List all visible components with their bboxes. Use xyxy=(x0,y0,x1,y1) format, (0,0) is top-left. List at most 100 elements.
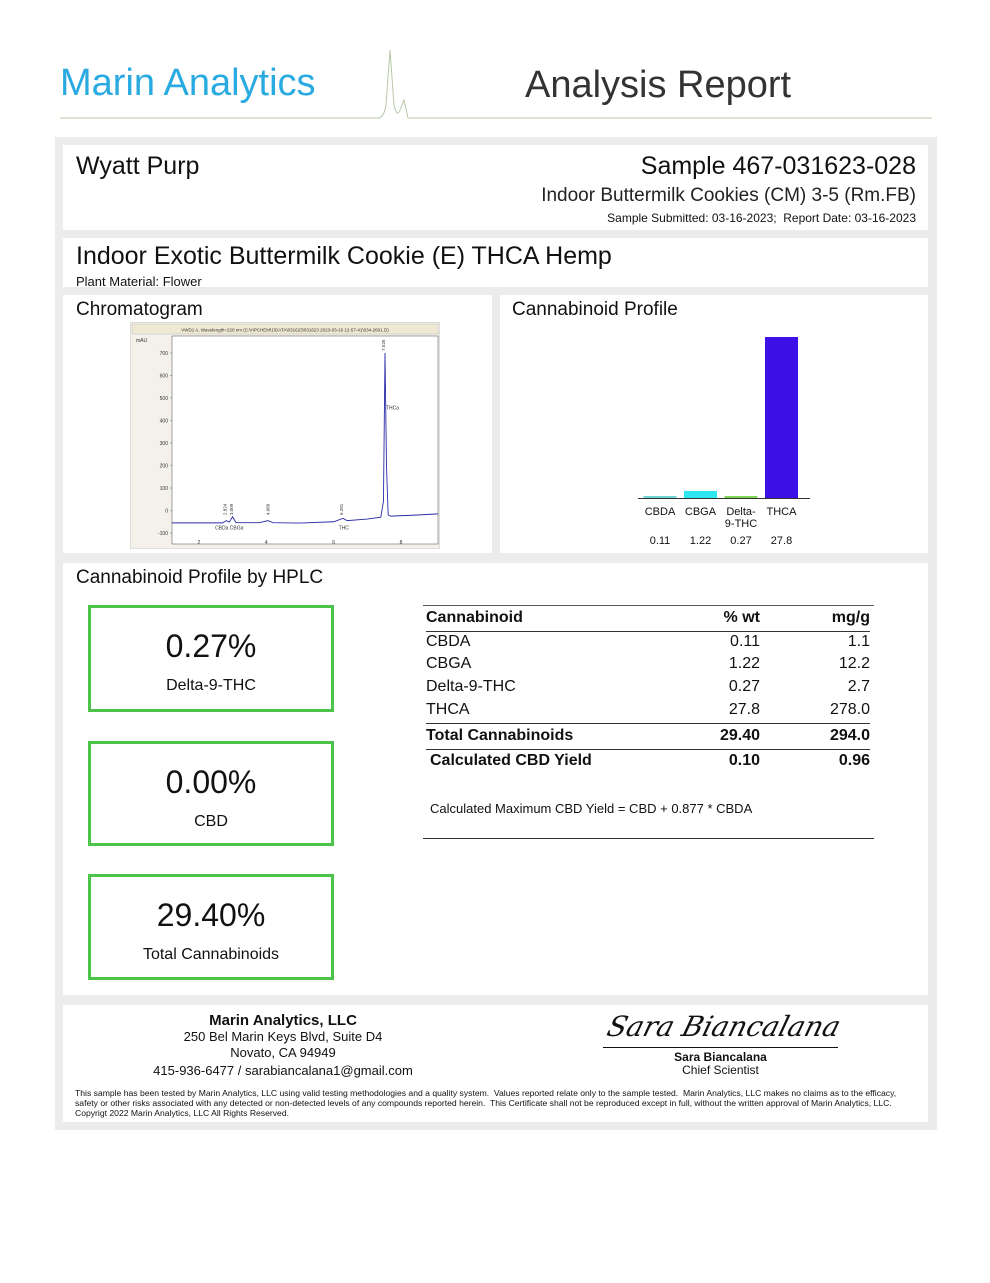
cell: 0.10 xyxy=(728,752,760,769)
table-bottom-rule xyxy=(423,838,874,839)
cell: 294.0 xyxy=(829,727,870,744)
chromatogram-chart: VWD1 A, Wavelength=220 nm (C:\HPCHEM\1\D… xyxy=(130,322,440,549)
header-peak-line xyxy=(60,49,932,119)
header-pct-wt: % wt xyxy=(723,609,760,626)
value-label: 1.22 xyxy=(690,535,711,547)
cell: 12.2 xyxy=(838,655,870,672)
y-tick-label: 600 xyxy=(160,374,169,380)
report-title: Analysis Report xyxy=(525,64,792,106)
plot-area xyxy=(171,335,439,545)
peak-rt-label: 3.009 xyxy=(229,503,234,515)
address-line-1: 250 Bel Marin Keys Blvd, Suite D4 xyxy=(183,1029,383,1044)
sample-dates: Sample Submitted: 03-16-2023; Report Dat… xyxy=(607,211,916,225)
hplc-section: Cannabinoid Profile by HPLC xyxy=(63,563,928,995)
x-tick-label: 8 xyxy=(400,540,403,546)
y-tick-label: 100 xyxy=(160,486,169,492)
signature-line xyxy=(603,1047,838,1048)
cannabinoid-profile-section: Cannabinoid Profile xyxy=(500,295,928,553)
bar-cbda xyxy=(643,496,677,498)
card-value: 0.27% xyxy=(165,628,257,664)
card-label: CBD xyxy=(194,813,228,830)
table-header: Cannabinoid % wt mg/g xyxy=(426,609,870,632)
contact-info: 415-936-6477 / sarabiancalana1@gmail.com xyxy=(153,1063,413,1078)
cell: Total Cannabinoids xyxy=(426,727,574,744)
value-label: 0.11 xyxy=(650,535,671,547)
bar-thca xyxy=(765,337,798,498)
y-tick-label: 400 xyxy=(160,419,169,425)
cell: THCA xyxy=(426,701,470,718)
cell: 1.22 xyxy=(728,655,760,672)
bar-cbga xyxy=(684,490,717,498)
y-tick-label: 700 xyxy=(160,351,169,357)
cell: 27.8 xyxy=(728,701,760,718)
category-label: Delta- xyxy=(726,506,756,518)
footer-section: Marin Analytics, LLC 250 Bel Marin Keys … xyxy=(63,1005,928,1122)
category-label: CBDA xyxy=(645,506,676,518)
value-label: 0.27 xyxy=(730,535,751,547)
table-row: THCA 27.8 278.0 xyxy=(426,701,870,724)
chromatogram-heading: Chromatogram xyxy=(76,299,203,320)
table-row: Delta-9-THC 0.27 2.7 xyxy=(426,678,870,700)
brand-logo-text: Marin Analytics xyxy=(60,62,316,104)
table-row: CBGA 1.22 12.2 xyxy=(426,655,870,677)
signer-title: Chief Scientist xyxy=(682,1063,759,1077)
signer-name: Sara Biancalana xyxy=(674,1050,767,1064)
cell: Delta-9-THC xyxy=(426,678,516,695)
header-mg-g: mg/g xyxy=(831,609,870,626)
sample-id: Sample 467-031623-028 xyxy=(640,152,916,180)
disclaimer: This sample has been tested by Marin Ana… xyxy=(75,1088,907,1118)
cell: 2.7 xyxy=(847,678,870,695)
signature-image: Sara Biancalana xyxy=(603,1010,845,1043)
cell: 0.27 xyxy=(728,678,760,695)
delta9-thc-card: 0.27% Delta-9-THC xyxy=(88,605,334,712)
sample-info-section: Wyatt Purp Sample 467-031623-028 Indoor … xyxy=(63,145,928,230)
total-row: Total Cannabinoids 29.40 294.0 xyxy=(426,727,870,750)
cell: 0.96 xyxy=(838,752,870,769)
y-axis-label: mAU xyxy=(136,338,148,344)
card-label: Delta-9-THC xyxy=(166,677,256,694)
x-tick-label: 6 xyxy=(332,540,335,546)
card-label: Total Cannabinoids xyxy=(142,946,280,963)
company-info: Marin Analytics, LLC 250 Bel Marin Keys … xyxy=(133,1013,433,1079)
plant-material: Plant Material: Flower xyxy=(76,274,202,289)
cell: 278.0 xyxy=(829,701,870,718)
header-cannabinoid: Cannabinoid xyxy=(426,609,523,626)
cannabinoid-bar-chart: CBDA 0.11 CBGA 1.22 Delta-9-THC 0.27 THCA 27.8 xyxy=(638,337,810,547)
table-row: CBDA 0.11 1.1 xyxy=(426,633,870,655)
sample-name: Indoor Buttermilk Cookies (CM) 3-5 (Rm.F… xyxy=(541,185,916,206)
peak-rt-label: 7.526 xyxy=(381,339,386,351)
cell: CBGA xyxy=(426,655,472,672)
chart-title-bar xyxy=(131,323,439,335)
client-name: Wyatt Purp xyxy=(76,152,200,180)
cbd-yield-row: Calculated CBD Yield 0.10 0.96 xyxy=(426,752,870,774)
x-tick-label: 2 xyxy=(198,540,201,546)
compound-label: THC xyxy=(339,526,350,532)
total-cannabinoids-card: 29.40% Total Cannabinoids xyxy=(88,874,334,980)
y-tick-label: 200 xyxy=(160,464,169,470)
table-top-rule xyxy=(423,605,874,606)
category-label: CBGA xyxy=(685,506,717,518)
category-label: THCA xyxy=(767,506,798,518)
product-section: Indoor Exotic Buttermilk Cookie (E) THCA… xyxy=(63,238,928,289)
y-tick-label: 300 xyxy=(160,441,169,447)
cell: 0.11 xyxy=(730,633,760,650)
value-label: 27.8 xyxy=(771,535,792,547)
compound-label: THCa xyxy=(386,405,399,411)
peak-rt-label: 4.089 xyxy=(265,503,270,515)
bar-delta-9-thc xyxy=(724,496,758,498)
card-value: 0.00% xyxy=(165,764,257,800)
y-tick-label: 0 xyxy=(165,509,168,515)
cbd-card: 0.00% CBD xyxy=(88,741,334,846)
company-name: Marin Analytics, LLC xyxy=(209,1012,357,1029)
hplc-heading: Cannabinoid Profile by HPLC xyxy=(76,567,324,588)
address-line-2: Novato, CA 94949 xyxy=(230,1045,336,1060)
compound-label: CBDa CBGa xyxy=(215,526,244,532)
profile-heading: Cannabinoid Profile xyxy=(512,299,678,320)
peak-rt-label: 2.824 xyxy=(223,503,228,515)
cell: Calculated CBD Yield xyxy=(430,752,592,769)
peak-rt-label: 6.281 xyxy=(339,503,344,515)
card-value: 29.40% xyxy=(156,897,266,933)
y-tick-label: -100 xyxy=(158,531,168,537)
cell: CBDA xyxy=(426,633,471,650)
